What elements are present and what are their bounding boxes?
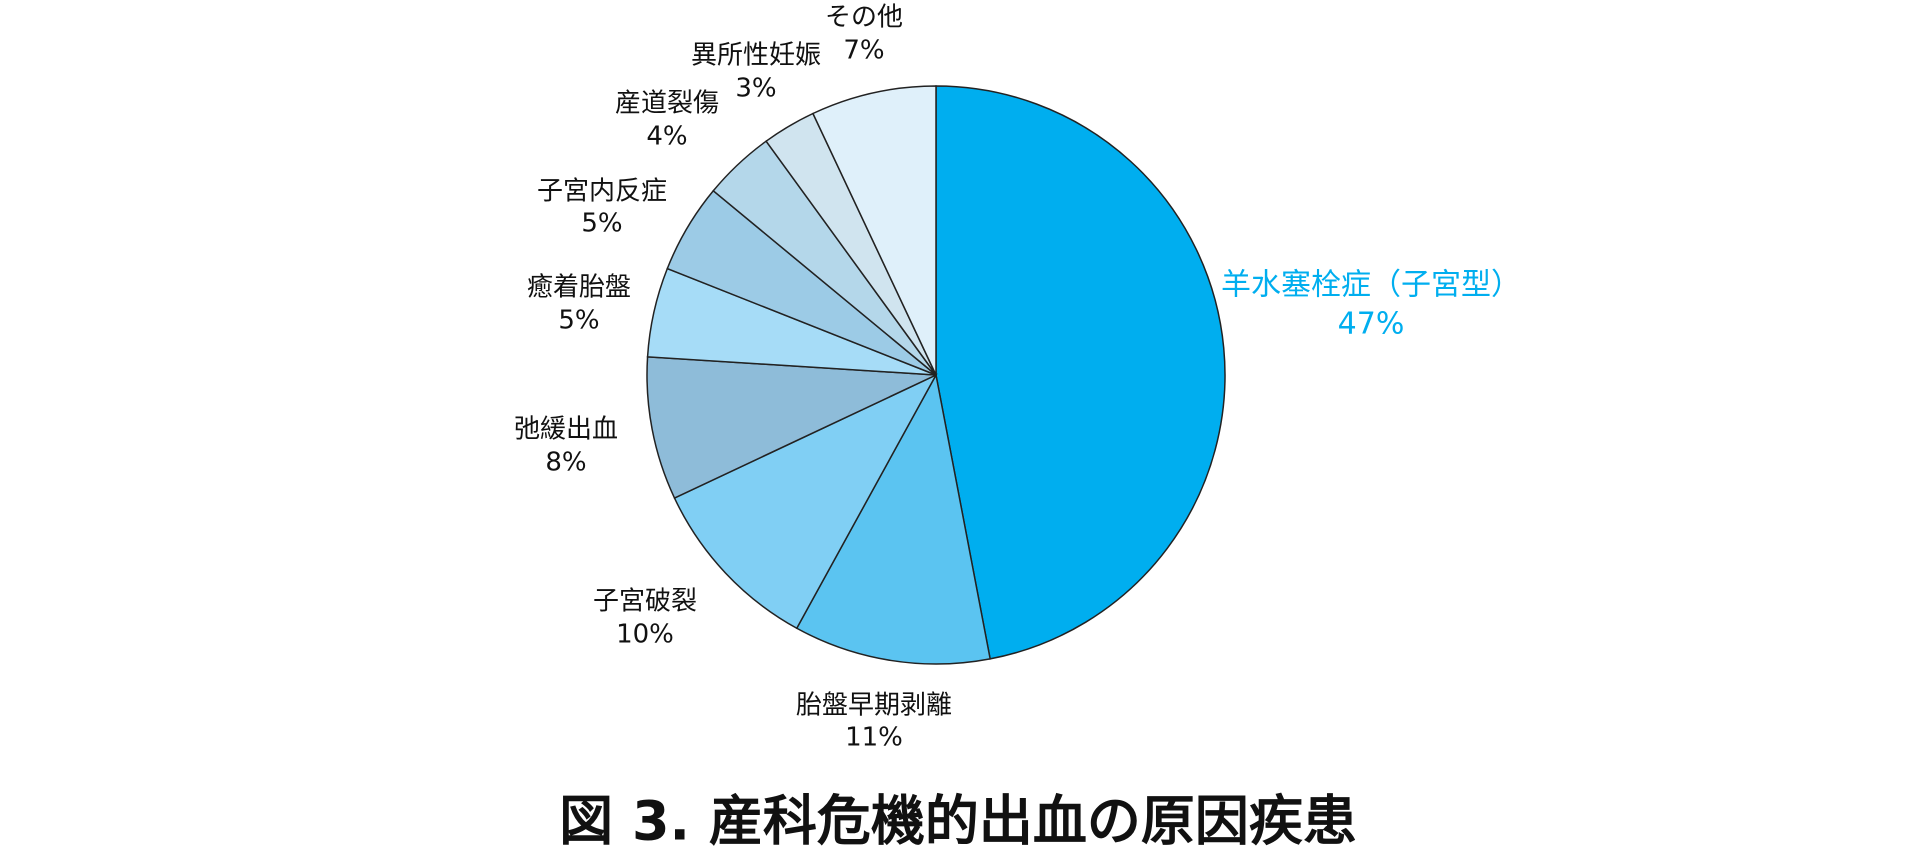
slice-label: 子宮破裂: [593, 587, 697, 617]
slice-value: 7%: [843, 36, 884, 66]
slice-value: 5%: [558, 306, 599, 336]
slice-value: 5%: [581, 209, 622, 239]
slice-label: 産道裂傷: [615, 89, 719, 119]
slice-value: 11%: [845, 723, 903, 753]
chart-title: 図 3. 産科危機的出血の原因疾患: [559, 790, 1357, 853]
slice-value: 10%: [616, 620, 674, 650]
slice-label: 異所性妊娠: [691, 41, 821, 71]
slice-label: 羊水塞栓症（子宮型）: [1221, 268, 1521, 303]
pie-slice: [935, 85, 1226, 660]
slice-value: 47%: [1338, 307, 1405, 342]
slice-label: 子宮内反症: [537, 177, 667, 207]
slice-label: 弛緩出血: [514, 415, 618, 445]
pie-slice: [673, 373, 938, 630]
pie-slice: [811, 85, 937, 376]
slice-value: 8%: [545, 448, 586, 478]
slice-value: 4%: [646, 122, 687, 152]
slice-label: 胎盤早期剥離: [796, 691, 952, 721]
pie-slice: [795, 372, 992, 665]
slice-label: 癒着胎盤: [527, 273, 631, 303]
slice-label: その他: [825, 3, 903, 33]
slice-value: 3%: [735, 74, 776, 104]
pie-slice: [646, 356, 937, 500]
